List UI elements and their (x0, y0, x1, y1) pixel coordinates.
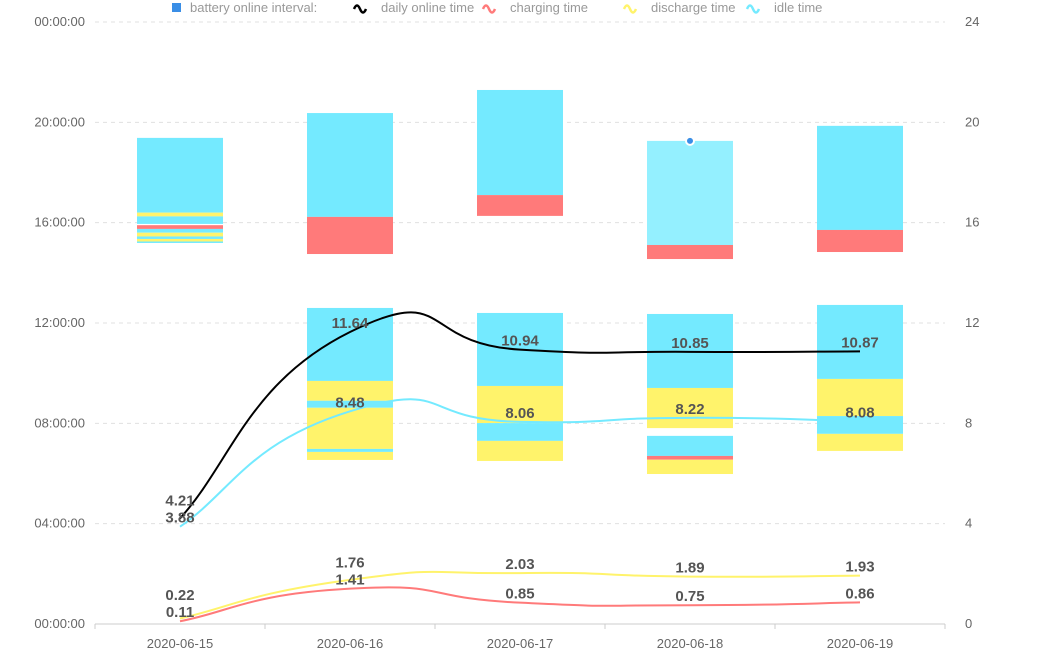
data-label-charging: 0.85 (505, 586, 534, 603)
interval-bar-idle (817, 304, 903, 379)
series-line-discharge (179, 570, 861, 620)
interval-bar-idle_hover (647, 140, 733, 245)
legend-wave-icon (622, 4, 638, 14)
interval-bar-charging (307, 216, 393, 255)
data-label-daily: 4.21 (165, 493, 194, 510)
data-label-idle: 8.48 (335, 394, 364, 411)
legend-item-label: battery online interval: (190, 0, 317, 15)
interval-bar-discharge (137, 238, 223, 242)
legend-wave-icon (745, 4, 761, 14)
interval-bar-idle (477, 423, 563, 441)
data-label-discharge: 1.76 (335, 555, 364, 572)
x-axis-tick: 2020-06-16 (317, 636, 384, 649)
interval-bar-discharge (477, 385, 563, 424)
interval-bar-charging (137, 225, 223, 229)
legend-wave-icon (352, 4, 368, 14)
interval-bar-discharge (647, 387, 733, 429)
left-axis-tick: 00:00:00 (34, 616, 85, 631)
data-label-discharge: 0.22 (165, 587, 194, 604)
right-axis-tick: 8 (965, 415, 972, 430)
interval-bar-idle (137, 236, 223, 239)
right-axis-tick: 0 (965, 616, 972, 631)
data-label-discharge: 1.93 (845, 559, 874, 576)
interval-bar-idle (477, 89, 563, 196)
legend-wave-icon (481, 4, 497, 14)
data-label-idle: 8.22 (675, 401, 704, 418)
series-line-idle (179, 398, 861, 528)
data-label-discharge: 2.03 (505, 556, 534, 573)
left-axis-tick: 08:00:00 (34, 415, 85, 430)
data-label-idle: 8.08 (845, 404, 874, 421)
interval-bar-discharge (477, 440, 563, 461)
data-label-daily: 10.87 (841, 334, 879, 351)
data-label-idle: 8.06 (505, 405, 534, 422)
interval-bar-idle (817, 125, 903, 230)
left-axis-tick: 16:00:00 (34, 215, 85, 230)
legend-item-label: idle time (774, 0, 822, 15)
x-axis-tick: 2020-06-18 (657, 636, 724, 649)
left-axis-tick: 04:00:00 (34, 516, 85, 531)
legend-item-label: discharge time (651, 0, 736, 15)
data-label-daily: 10.94 (501, 333, 539, 350)
interval-bar-idle (307, 113, 393, 217)
interval-bar-idle (137, 216, 223, 224)
data-label-charging: 1.41 (335, 572, 364, 589)
interval-bar-charging (477, 195, 563, 216)
data-label-discharge: 1.89 (675, 560, 704, 577)
x-axis-tick: 2020-06-15 (147, 636, 214, 649)
interval-bar-discharge (307, 380, 393, 401)
left-axis-tick: 00:00:00 (34, 14, 85, 29)
interval-bar-discharge (137, 212, 223, 217)
interval-bar-discharge (817, 433, 903, 451)
legend-item-label: charging time (510, 0, 588, 15)
interval-bar-idle (137, 241, 223, 243)
right-axis-tick: 16 (965, 215, 979, 230)
series-line-charging (179, 586, 861, 623)
left-axis-tick: 12:00:00 (34, 315, 85, 330)
interval-bar-discharge (307, 451, 393, 460)
interval-bar-discharge (817, 378, 903, 417)
data-label-charging: 0.86 (845, 585, 874, 602)
x-axis-tick: 2020-06-17 (487, 636, 554, 649)
data-label-charging: 0.75 (675, 588, 704, 605)
legend-square-icon (172, 3, 181, 12)
data-label-charging: 0.11 (166, 604, 194, 621)
interval-bar-idle (647, 435, 733, 456)
data-label-daily: 10.85 (671, 335, 709, 352)
interval-bar-idle (307, 400, 393, 408)
right-axis-tick: 24 (965, 14, 979, 29)
right-axis-tick: 12 (965, 315, 979, 330)
left-axis-tick: 20:00:00 (34, 114, 85, 129)
interval-bar-discharge (307, 407, 393, 449)
series-line-daily (179, 311, 861, 520)
data-label-daily: 11.64 (332, 315, 369, 332)
interval-bar-idle (137, 228, 223, 233)
interval-bar-charging (647, 244, 733, 260)
right-axis-tick: 4 (965, 516, 972, 531)
interval-bar-charging (817, 229, 903, 253)
right-axis-tick: 20 (965, 114, 979, 129)
interval-bar-idle (137, 137, 223, 213)
hover-marker-dot (685, 135, 695, 146)
interval-bar-charging (647, 455, 733, 460)
interval-bar-idle (307, 448, 393, 452)
legend-item-label: daily online time (381, 0, 474, 15)
interval-bar-discharge (137, 232, 223, 237)
data-label-idle: 3.88 (165, 510, 194, 527)
x-axis-tick: 2020-06-19 (827, 636, 894, 649)
interval-bar-discharge (647, 459, 733, 475)
